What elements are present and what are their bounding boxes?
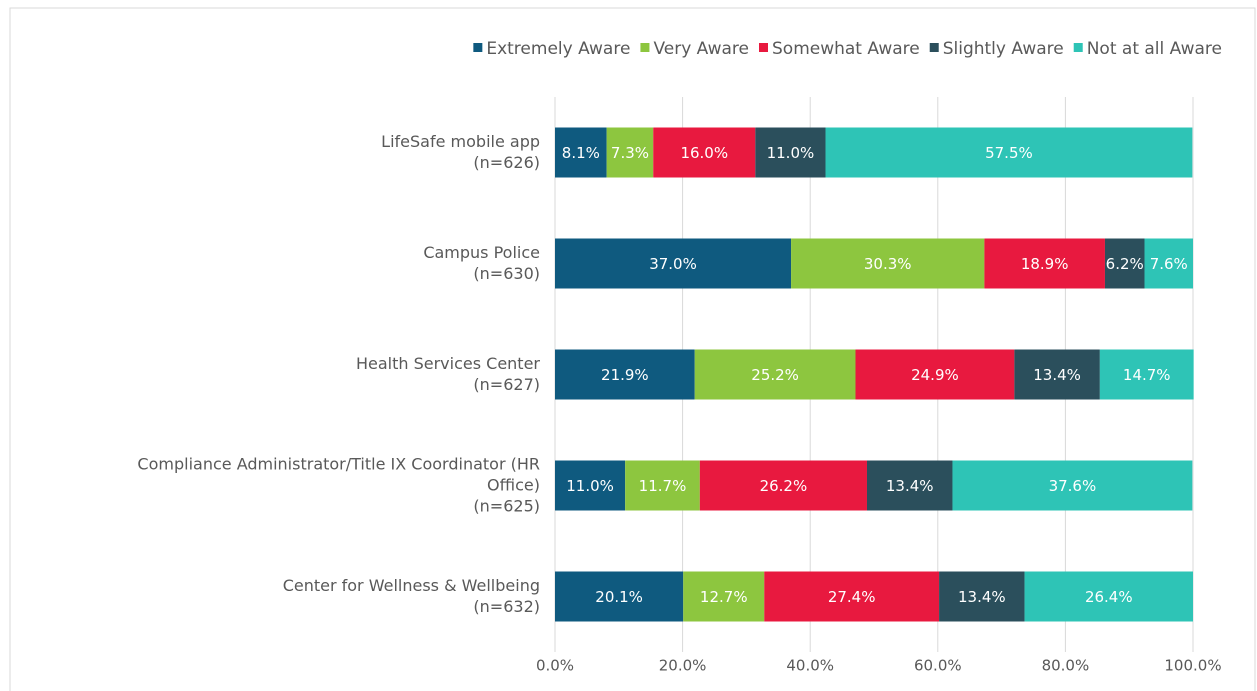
bar-segment <box>694 349 856 400</box>
bar-segment <box>764 571 940 622</box>
legend-swatch <box>929 43 939 52</box>
bar-segment <box>855 349 1015 400</box>
bar-segment <box>606 127 654 178</box>
legend-label: Slightly Aware <box>943 39 1064 59</box>
bar-segment <box>939 571 1025 622</box>
bar-segment <box>555 460 626 511</box>
legend: Extremely Aware Very Aware Somewhat Aware S… <box>473 39 1222 59</box>
legend-label: Extremely Aware <box>486 39 630 59</box>
bar-segment <box>1144 238 1193 289</box>
data-label: 13.4% <box>886 477 934 495</box>
bar-segment <box>952 460 1193 511</box>
data-label: 25.2% <box>751 366 799 384</box>
data-label: 11.7% <box>639 477 687 495</box>
bar-segment <box>791 238 985 289</box>
data-label: 57.5% <box>985 144 1033 162</box>
data-label: 26.2% <box>760 477 808 495</box>
category-label: Health Services Center (n=627) <box>356 354 540 394</box>
bar-segment <box>555 349 695 400</box>
data-label: 11.0% <box>566 477 614 495</box>
bar-segment <box>1099 349 1194 400</box>
legend-label: Somewhat Aware <box>772 39 920 59</box>
bar-segment <box>1014 349 1100 400</box>
x-tick-label: 20.0% <box>659 657 707 675</box>
data-label: 16.0% <box>680 144 728 162</box>
x-tick-label: 100.0% <box>1164 657 1221 675</box>
data-label: 37.0% <box>649 255 697 273</box>
category-label: Campus Police (n=630) <box>423 243 540 283</box>
data-label: 7.6% <box>1150 255 1188 273</box>
data-label: 7.3% <box>611 144 649 162</box>
bar-segment <box>555 127 607 178</box>
chart-frame <box>9 7 1256 691</box>
bar-segment <box>683 571 765 622</box>
x-tick-label: 0.0% <box>536 657 574 675</box>
bar-segment <box>755 127 826 178</box>
data-label: 24.9% <box>911 366 959 384</box>
data-label: 13.4% <box>958 588 1006 606</box>
data-label: 12.7% <box>700 588 748 606</box>
category-label: LifeSafe mobile app (n=626) <box>381 132 540 172</box>
bar-segment <box>984 238 1105 289</box>
data-label: 13.4% <box>1033 366 1081 384</box>
bar-segment <box>625 460 700 511</box>
category-label: Compliance Administrator/Title IX Coordi… <box>137 454 540 515</box>
bar-segment <box>555 571 684 622</box>
legend-swatch <box>1073 43 1083 52</box>
bar-segment <box>653 127 756 178</box>
legend-swatch <box>759 43 768 52</box>
data-label: 21.9% <box>601 366 649 384</box>
data-label: 11.0% <box>767 144 815 162</box>
data-label: 27.4% <box>828 588 876 606</box>
data-label: 8.1% <box>562 144 600 162</box>
x-tick-label: 80.0% <box>1042 657 1090 675</box>
data-label: 18.9% <box>1021 255 1069 273</box>
bar-segment <box>1024 571 1193 622</box>
data-label: 26.4% <box>1085 588 1133 606</box>
bar-segment <box>1104 238 1145 289</box>
bar-segment <box>555 238 792 289</box>
bar-segment <box>699 460 867 511</box>
bar-segment <box>825 127 1193 178</box>
x-tick-label: 60.0% <box>914 657 962 675</box>
legend-swatch <box>473 43 483 52</box>
data-label: 6.2% <box>1106 255 1144 273</box>
data-label: 30.3% <box>864 255 912 273</box>
legend-swatch <box>640 43 650 52</box>
x-tick-label: 40.0% <box>786 657 834 675</box>
category-label: Center for Wellness & Wellbeing (n=632) <box>283 576 540 616</box>
legend-label: Very Aware <box>653 39 749 59</box>
data-label: 37.6% <box>1049 477 1097 495</box>
data-label: 20.1% <box>595 588 643 606</box>
data-label: 14.7% <box>1123 366 1171 384</box>
bar-segment <box>866 460 953 511</box>
legend-label: Not at all Aware <box>1087 39 1222 59</box>
